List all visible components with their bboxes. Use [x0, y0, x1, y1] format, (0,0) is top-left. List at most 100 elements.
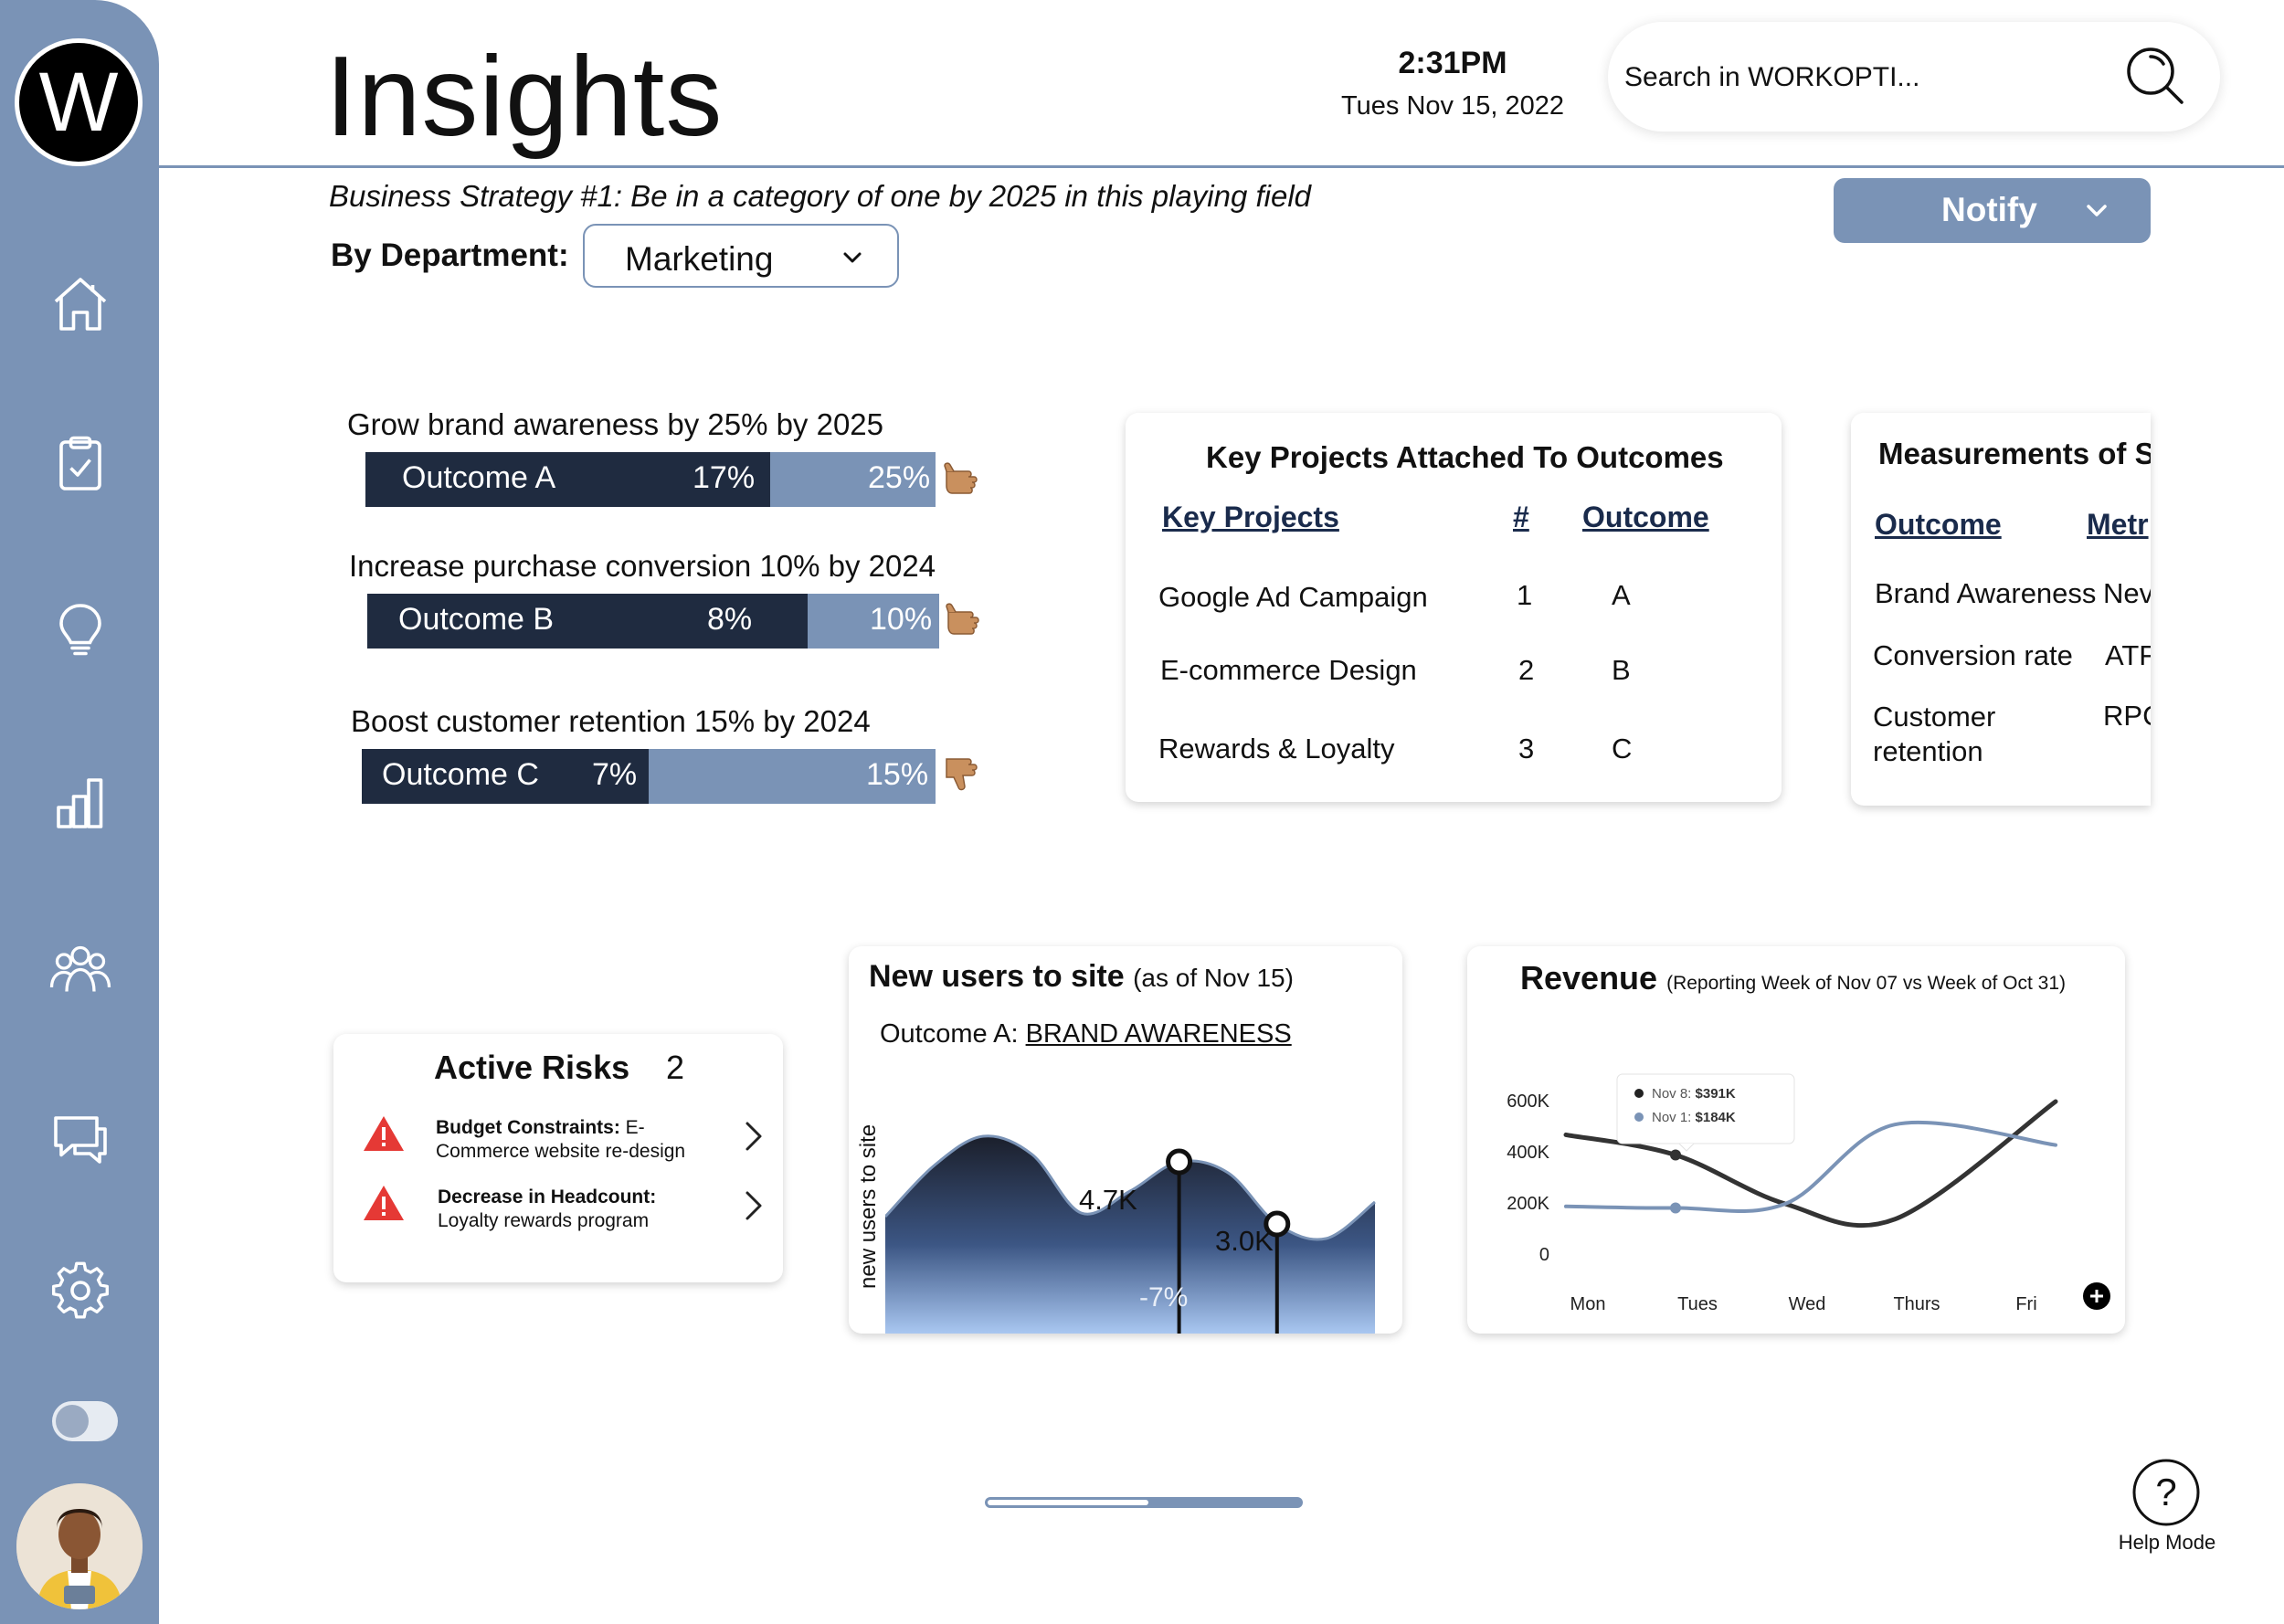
- risks-title: Active Risks: [434, 1049, 630, 1086]
- chevron-right-icon[interactable]: [743, 1120, 765, 1153]
- page-scrollbar[interactable]: [985, 1497, 1303, 1508]
- data-point[interactable]: [1166, 1148, 1193, 1176]
- lightbulb-icon[interactable]: [46, 596, 115, 665]
- risk-item[interactable]: Decrease in Headcount: Loyalty rewards p…: [438, 1186, 712, 1233]
- risk-item-detail: Loyalty rewards program: [438, 1210, 650, 1231]
- outcome-name: Outcome A: [402, 460, 556, 495]
- users-area: [885, 1135, 1375, 1334]
- chat-icon[interactable]: [46, 1105, 115, 1175]
- revenue-chart[interactable]: 0 200K 400K 600K Mon Tues Wed Thurs Fri Nov 8: $…: [1467, 1028, 2125, 1334]
- card-title: New users to site (as of Nov 15): [869, 959, 1294, 995]
- risk-item-title: Budget Constraints:: [436, 1117, 620, 1138]
- measurement-metric: RPC: [2103, 700, 2151, 732]
- clipboard-check-icon[interactable]: [46, 429, 115, 499]
- warning-icon: [364, 1186, 404, 1220]
- svg-text:?: ?: [2155, 1471, 2176, 1513]
- column-header[interactable]: Metr: [2087, 508, 2149, 541]
- outcome-goal: Grow brand awareness by 25% by 2025: [347, 407, 884, 441]
- measurement-metric: ATF: [2105, 639, 2151, 671]
- search-bar[interactable]: Search in WORKOPTI...: [1608, 22, 2220, 132]
- outcome-current: 17%: [693, 460, 756, 495]
- gear-icon[interactable]: [46, 1256, 115, 1325]
- x-tick-label: Thurs: [1893, 1294, 1940, 1314]
- people-icon[interactable]: [46, 933, 115, 1003]
- revenue-title-text: Revenue: [1520, 959, 1658, 997]
- project-number: 1: [1517, 579, 1533, 611]
- search-input[interactable]: Search in WORKOPTI...: [1624, 62, 1920, 92]
- measurements-card: Measurements of Su Outcome Metr Brand Aw…: [1851, 413, 2151, 806]
- risk-item-detail: E-Commerce website re-design: [436, 1117, 686, 1162]
- x-tick-label: Mon: [1570, 1294, 1606, 1314]
- y-tick-label: 200K: [1507, 1194, 1549, 1214]
- column-header[interactable]: Outcome: [1582, 501, 1709, 533]
- data-point[interactable]: [1670, 1202, 1681, 1214]
- project-outcome: C: [1612, 733, 1633, 765]
- page-title: Insights: [325, 34, 724, 160]
- chevron-down-icon: [843, 252, 862, 263]
- new-users-chart[interactable]: 4.7K 3.0K -7%: [885, 1074, 1402, 1334]
- department-value: Marketing: [625, 240, 774, 278]
- header-divider: [159, 165, 2284, 168]
- chevron-right-icon[interactable]: [743, 1189, 765, 1222]
- y-tick-label: 400K: [1507, 1143, 1549, 1163]
- x-tick-label: Tues: [1677, 1294, 1718, 1314]
- tooltip-value: $391K: [1696, 1086, 1736, 1102]
- revenue-series-line: [1563, 1099, 2058, 1229]
- outcome-goal: Boost customer retention 15% by 2024: [351, 704, 871, 738]
- tooltip-date: Nov 8:: [1652, 1086, 1691, 1102]
- data-point[interactable]: [1670, 1149, 1681, 1161]
- department-label: By Department:: [331, 237, 569, 273]
- users-outcome-prefix: Outcome A:: [880, 1019, 1026, 1049]
- risk-item[interactable]: Budget Constraints: E-Commerce website r…: [436, 1116, 728, 1164]
- project-number: 3: [1518, 733, 1535, 765]
- department-select[interactable]: Marketing: [583, 224, 899, 288]
- point-label: 4.7K: [1079, 1184, 1137, 1216]
- thumbs-down-icon: [946, 758, 978, 791]
- help-mode-label[interactable]: Help Mode: [2118, 1531, 2216, 1554]
- revenue-title-note: (Reporting Week of Nov 07 vs Week of Oct…: [1666, 973, 2067, 994]
- strategy-text: Business Strategy #1: Be in a category o…: [329, 179, 1311, 213]
- theme-toggle[interactable]: [52, 1401, 118, 1441]
- home-icon[interactable]: [46, 269, 115, 339]
- outcome-bar[interactable]: Outcome B 8% 10%: [367, 594, 939, 649]
- outcome-target: 25%: [868, 460, 931, 495]
- project-name: Rewards & Loyalty: [1158, 733, 1395, 765]
- measurement-outcome: Brand Awareness: [1875, 577, 2097, 609]
- avatar[interactable]: [16, 1483, 143, 1609]
- outcome-bar[interactable]: Outcome A 17% 25%: [365, 452, 936, 507]
- project-outcome: A: [1612, 579, 1631, 611]
- column-header[interactable]: Key Projects: [1162, 501, 1339, 533]
- y-axis-label: new users to site: [856, 1123, 881, 1289]
- users-title-text: New users to site: [869, 959, 1125, 994]
- sidebar: W: [0, 0, 159, 1624]
- notify-label: Notify: [1941, 191, 2037, 228]
- bar-chart-icon[interactable]: [46, 767, 115, 837]
- chart-tooltip: Nov 8: $391K Nov 1: $184K: [1616, 1073, 1795, 1152]
- y-tick-label: 600K: [1507, 1091, 1549, 1112]
- tooltip-date: Nov 1:: [1652, 1110, 1691, 1125]
- column-header[interactable]: Outcome: [1875, 508, 2002, 541]
- column-header[interactable]: #: [1513, 501, 1529, 533]
- notify-button[interactable]: Notify: [1834, 178, 2151, 243]
- y-tick-label: 0: [1539, 1245, 1549, 1265]
- outcome-bar[interactable]: Outcome C 7% 15%: [362, 749, 936, 804]
- x-tick-label: Wed: [1789, 1294, 1826, 1314]
- users-outcome: Outcome A: BRAND AWARENESS: [880, 1019, 1292, 1049]
- thumbs-side-icon: [946, 603, 979, 635]
- help-icon[interactable]: ?: [2131, 1458, 2201, 1527]
- data-point[interactable]: [1264, 1210, 1291, 1238]
- project-number: 2: [1518, 654, 1535, 686]
- risks-count: 2: [666, 1049, 685, 1086]
- outcome-current: 7%: [592, 757, 638, 792]
- brand-awareness-link[interactable]: BRAND AWARENESS: [1025, 1019, 1292, 1049]
- outcome-target: 10%: [870, 602, 933, 637]
- scrollbar-thumb[interactable]: [988, 1500, 1148, 1505]
- outcome-goal: Increase purchase conversion 10% by 2024: [349, 549, 936, 583]
- key-projects-card: Key Projects Attached To Outcomes Key Pr…: [1126, 413, 1782, 802]
- chevron-down-icon: [2087, 205, 2107, 216]
- add-icon[interactable]: [2083, 1282, 2110, 1310]
- risk-item-title: Decrease in Headcount:: [438, 1186, 657, 1207]
- search-icon[interactable]: [2123, 44, 2187, 108]
- app-logo[interactable]: W: [15, 38, 143, 166]
- outcome-current: 8%: [707, 602, 753, 637]
